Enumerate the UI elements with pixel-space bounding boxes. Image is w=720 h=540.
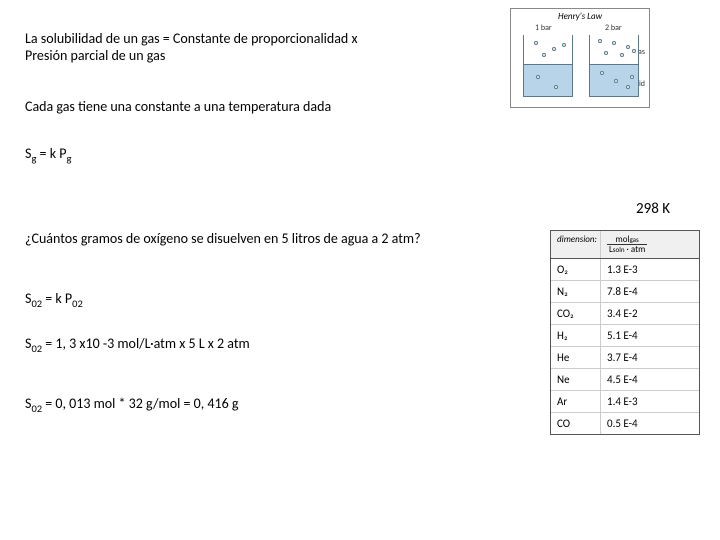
beaker-2: [589, 35, 639, 97]
line2: Presión parcial de un gas: [25, 47, 165, 64]
temperature-label: 298 K: [636, 200, 670, 218]
value-cell: 1.3 E-3: [601, 259, 699, 280]
table-row: Ar1.4 E-3: [551, 391, 699, 413]
eq-kp: = k P: [36, 145, 66, 162]
eq2-kp: = k P: [42, 290, 72, 307]
table-row: He3.7 E-4: [551, 347, 699, 369]
equation-o2-1: S02 = k P02: [25, 290, 83, 310]
solubility-table: dimension: molgas Lsoln · atm O₂1.3 E-3N…: [550, 230, 700, 435]
table-body: O₂1.3 E-3N₂7.8 E-4CO₂3.4 E-2H₂5.1 E-4He3…: [551, 259, 699, 434]
henry-law-diagram: Henry's Law 1 bar 2 bar gas liquid: [510, 8, 650, 108]
eq2-sub: 02: [31, 297, 42, 310]
gas-cell: CO: [551, 413, 601, 434]
table-header: dimension: molgas Lsoln · atm: [551, 231, 699, 259]
value-cell: 1.4 E-3: [601, 391, 699, 412]
gas-cell: Ar: [551, 391, 601, 412]
value-cell: 5.1 E-4: [601, 325, 699, 346]
equation-o2-3: S02 = 0, 013 mol * 32 g/mol = 0, 416 g: [25, 395, 238, 415]
line1: La solubilidad de un gas = Constante de …: [25, 30, 358, 47]
eq-sub-g2: g: [66, 152, 71, 165]
value-cell: 0.5 E-4: [601, 413, 699, 434]
question-text: ¿Cuántos gramos de oxígeno se disuelven …: [25, 230, 421, 247]
hdr-sub: gas: [630, 235, 639, 244]
table-row: CO0.5 E-4: [551, 413, 699, 434]
eq2-sub2: 02: [72, 297, 83, 310]
gas-cell: CO₂: [551, 303, 601, 324]
table-row: CO₂3.4 E-2: [551, 303, 699, 325]
hdr-den-sub: soln: [613, 245, 625, 254]
gas-cell: O₂: [551, 259, 601, 280]
table-row: Ne4.5 E-4: [551, 369, 699, 391]
eq4-sub: 02: [31, 402, 42, 415]
hdr-den2: · atm: [625, 244, 646, 255]
diagram-title: Henry's Law: [511, 11, 649, 22]
table-row: O₂1.3 E-3: [551, 259, 699, 281]
bar1-label: 1 bar: [535, 23, 552, 33]
definition-text: La solubilidad de un gas = Constante de …: [25, 30, 445, 64]
eq3-rest: = 1, 3 x10 -3 mol/L·atm x 5 L x 2 atm: [42, 335, 250, 352]
value-cell: 7.8 E-4: [601, 281, 699, 302]
eq3-sub: 02: [31, 342, 42, 355]
value-cell: 3.4 E-2: [601, 303, 699, 324]
beaker-1: [523, 35, 573, 97]
liquid-1: [524, 64, 572, 96]
gas-cell: He: [551, 347, 601, 368]
gas-cell: H₂: [551, 325, 601, 346]
gas-cell: N₂: [551, 281, 601, 302]
equation-o2-2: S02 = 1, 3 x10 -3 mol/L·atm x 5 L x 2 at…: [25, 335, 250, 355]
equation-general: Sg = k Pg: [25, 145, 71, 165]
value-cell: 4.5 E-4: [601, 369, 699, 390]
table-row: H₂5.1 E-4: [551, 325, 699, 347]
bar2-label: 2 bar: [605, 23, 622, 33]
value-cell: 3.7 E-4: [601, 347, 699, 368]
hdr-dimension: dimension:: [551, 231, 601, 258]
eq4-rest: = 0, 013 mol * 32 g/mol = 0, 416 g: [42, 395, 238, 412]
table-row: N₂7.8 E-4: [551, 281, 699, 303]
constant-note: Cada gas tiene una constante a una tempe…: [25, 98, 331, 115]
hdr-units: molgas Lsoln · atm: [601, 231, 699, 258]
gas-cell: Ne: [551, 369, 601, 390]
